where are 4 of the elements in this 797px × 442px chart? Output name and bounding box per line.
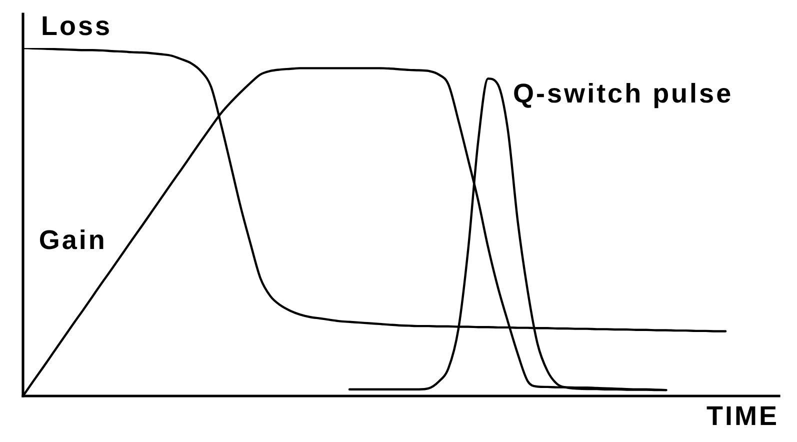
x-axis-title: TIME bbox=[706, 401, 779, 431]
series-label: Q-switch pulse bbox=[513, 78, 734, 109]
series-label: Gain bbox=[38, 225, 107, 256]
series-label: Loss bbox=[41, 11, 112, 41]
